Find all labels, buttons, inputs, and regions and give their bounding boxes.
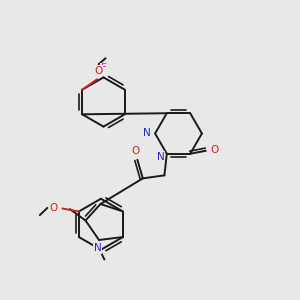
- Text: O: O: [211, 145, 219, 155]
- Text: O: O: [132, 146, 140, 156]
- Text: O: O: [50, 203, 58, 213]
- Text: N: N: [94, 243, 101, 254]
- Text: N: N: [157, 152, 165, 162]
- Text: N: N: [143, 128, 151, 139]
- Text: O: O: [94, 66, 103, 76]
- Text: F: F: [100, 63, 106, 74]
